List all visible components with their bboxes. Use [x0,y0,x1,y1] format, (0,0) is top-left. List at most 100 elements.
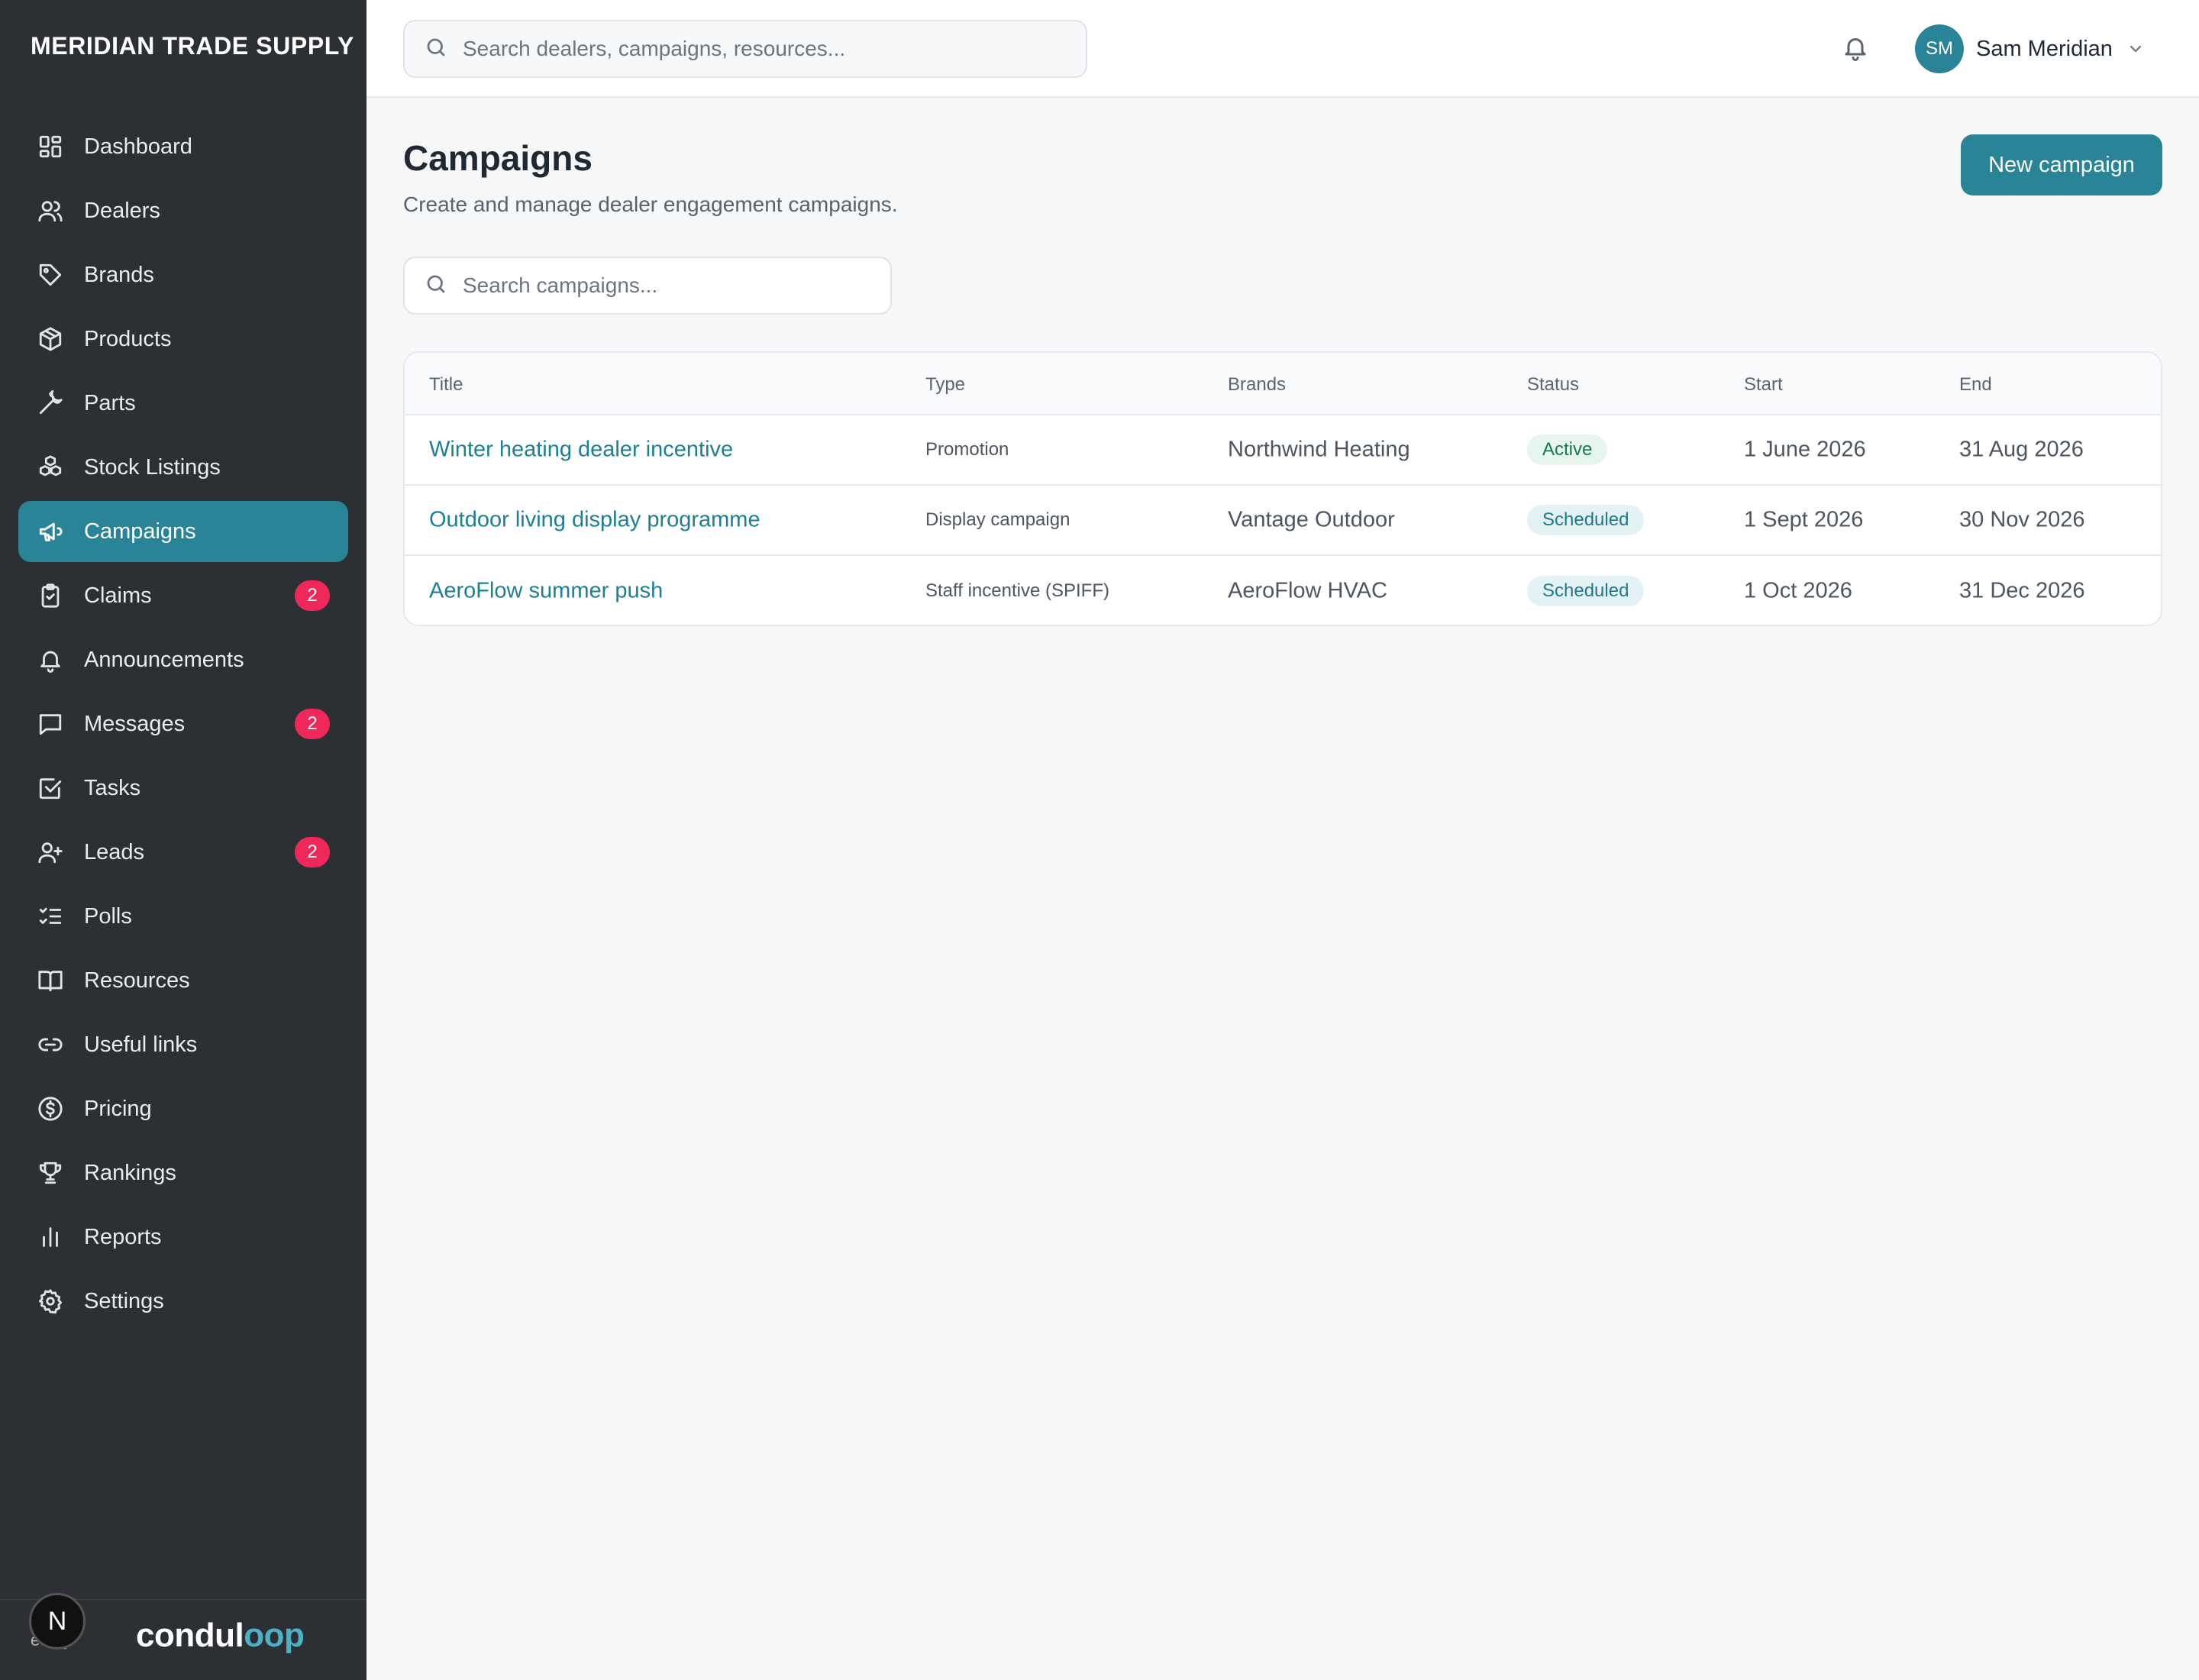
status-badge: Scheduled [1527,576,1645,606]
search-icon [425,36,447,63]
campaign-type: Promotion [925,439,1009,460]
sidebar-item-rankings[interactable]: Rankings [18,1142,348,1203]
users-icon [37,197,64,225]
notifications-bell-icon[interactable] [1842,34,1872,64]
campaign-search-input[interactable] [463,273,890,298]
sidebar-item-label: Settings [84,1288,164,1313]
sidebar-item-tasks[interactable]: Tasks [18,758,348,819]
campaign-start: 1 Sept 2026 [1744,507,1864,532]
sidebar-item-label: Announcements [84,647,244,672]
chevron-down-icon [2126,40,2145,58]
tag-icon [37,261,64,289]
sidebar-item-label: Campaigns [84,519,196,544]
list-checks-icon [37,903,64,930]
trophy-icon [37,1159,64,1187]
sidebar-item-label: Dealers [84,198,160,223]
campaign-title-link[interactable]: Outdoor living display programme [429,507,760,532]
column-header-title[interactable]: Title [429,374,463,395]
sidebar-item-label: Dashboard [84,134,192,159]
sidebar-item-messages[interactable]: Messages 2 [18,693,348,754]
column-header-start[interactable]: Start [1744,374,1783,395]
campaign-title-link[interactable]: AeroFlow summer push [429,578,664,603]
messages-count-badge: 2 [295,709,330,739]
dev-tools-button[interactable]: N [29,1593,86,1649]
campaign-type: Display campaign [925,509,1070,530]
campaign-brands: Vantage Outdoor [1228,507,1395,532]
campaign-title-link[interactable]: Winter heating dealer incentive [429,437,734,462]
column-header-brands[interactable]: Brands [1228,374,1287,395]
sidebar-item-claims[interactable]: Claims 2 [18,565,348,626]
brand-name: MERIDIAN TRADE SUPPLY [31,32,354,60]
user-plus-icon [37,838,64,866]
new-campaign-button[interactable]: New campaign [1961,134,2162,195]
sidebar-item-label: Resources [84,968,190,993]
sidebar-item-campaigns[interactable]: Campaigns [18,501,348,562]
sidebar-item-dashboard[interactable]: Dashboard [18,116,348,177]
campaign-end: 31 Dec 2026 [1959,578,2085,603]
sidebar: MERIDIAN TRADE SUPPLY Dashboard Dealers … [0,0,366,1680]
sidebar-item-reports[interactable]: Reports [18,1207,348,1268]
avatar: SM [1915,24,1964,73]
sidebar-item-parts[interactable]: Parts [18,373,348,434]
page-subtitle: Create and manage dealer engagement camp… [403,192,898,216]
status-badge: Active [1527,435,1608,465]
checkbox-icon [37,774,64,802]
sidebar-item-leads[interactable]: Leads 2 [18,822,348,883]
megaphone-icon [37,518,64,545]
message-icon [37,710,64,738]
sidebar-item-label: Tasks [84,775,141,800]
sidebar-footer: ed by conduloop [0,1599,366,1680]
sidebar-item-polls[interactable]: Polls [18,886,348,947]
global-search[interactable] [403,20,1087,78]
sidebar-item-label: Useful links [84,1032,198,1057]
user-menu[interactable]: SM Sam Meridian [1915,23,2145,75]
sidebar-item-announcements[interactable]: Announcements [18,629,348,690]
page-title: Campaigns [403,138,593,178]
sidebar-item-dealers[interactable]: Dealers [18,180,348,241]
column-header-end[interactable]: End [1959,374,1992,395]
sidebar-item-label: Products [84,326,172,351]
book-icon [37,967,64,994]
campaign-start: 1 Oct 2026 [1744,578,1852,603]
table-row[interactable]: Outdoor living display programme Display… [405,486,2161,556]
column-header-type[interactable]: Type [925,374,966,395]
campaigns-table: Title Type Brands Status Start End Winte… [403,351,2162,626]
campaign-brands: AeroFlow HVAC [1228,578,1387,603]
claims-count-badge: 2 [295,580,330,611]
campaign-search[interactable] [403,257,892,315]
link-icon [37,1031,64,1058]
table-row[interactable]: Winter heating dealer incentive Promotio… [405,415,2161,486]
sidebar-item-brands[interactable]: Brands [18,244,348,305]
table-header: Title Type Brands Status Start End [405,353,2161,415]
bell-icon [37,646,64,674]
campaign-end: 31 Aug 2026 [1959,437,2084,462]
column-header-status[interactable]: Status [1527,374,1580,395]
sidebar-item-useful-links[interactable]: Useful links [18,1014,348,1075]
sidebar-item-resources[interactable]: Resources [18,950,348,1011]
campaign-type: Staff incentive (SPIFF) [925,580,1109,601]
wrench-icon [37,389,64,417]
boxes-icon [37,454,64,481]
table-row[interactable]: AeroFlow summer push Staff incentive (SP… [405,556,2161,625]
sidebar-item-label: Reports [84,1224,162,1249]
global-search-input[interactable] [463,37,1058,61]
sidebar-item-stock-listings[interactable]: Stock Listings [18,437,348,498]
conduloop-logo: conduloop [136,1617,305,1655]
search-icon [425,273,447,299]
topbar: SM Sam Meridian [366,0,2199,98]
dollar-circle-icon [37,1095,64,1123]
gear-icon [37,1287,64,1315]
sidebar-item-products[interactable]: Products [18,309,348,370]
bar-chart-icon [37,1223,64,1251]
sidebar-item-pricing[interactable]: Pricing [18,1078,348,1139]
sidebar-item-label: Pricing [84,1096,152,1121]
sidebar-item-label: Stock Listings [84,454,221,480]
sidebar-item-label: Parts [84,390,136,415]
sidebar-item-settings[interactable]: Settings [18,1271,348,1332]
logo-main-text: condul [136,1617,244,1654]
campaign-end: 30 Nov 2026 [1959,507,2085,532]
sidebar-nav: Dashboard Dealers Brands Products Parts … [18,116,348,1335]
box-icon [37,325,64,353]
sidebar-item-label: Rankings [84,1160,176,1185]
sidebar-item-label: Brands [84,262,154,287]
